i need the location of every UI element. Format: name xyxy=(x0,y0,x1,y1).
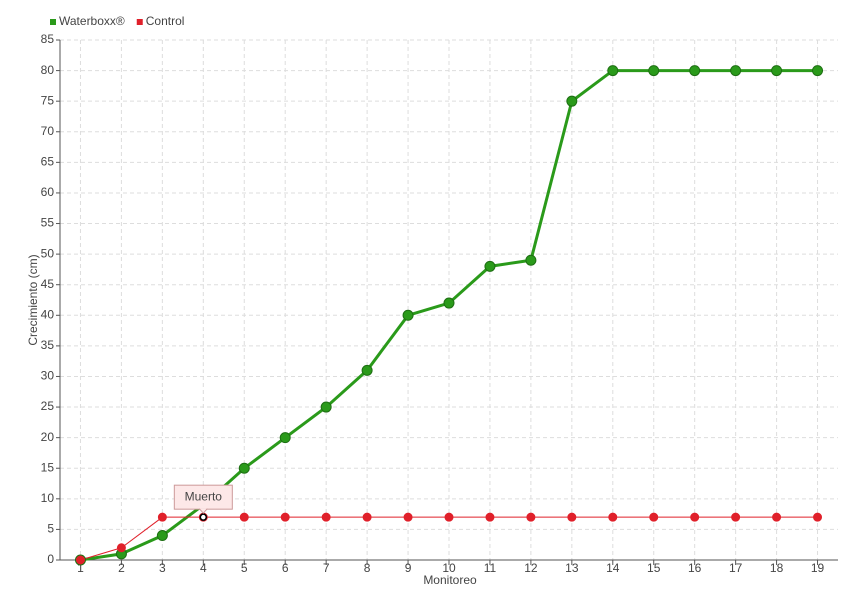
y-tick-label: 20 xyxy=(41,430,55,444)
legend-swatch xyxy=(136,19,143,25)
x-tick-label: 3 xyxy=(159,561,166,575)
y-tick-label: 35 xyxy=(41,338,55,352)
y-tick-label: 50 xyxy=(41,246,55,260)
x-tick-label: 15 xyxy=(647,561,661,575)
x-tick-label: 18 xyxy=(770,561,784,575)
data-point xyxy=(771,65,783,77)
annotation-box xyxy=(173,484,233,510)
x-tick-label: 17 xyxy=(729,561,743,575)
x-tick-label: 7 xyxy=(323,561,330,575)
y-tick-label: 15 xyxy=(41,460,55,474)
y-tick-label: 10 xyxy=(41,491,55,505)
x-tick-label: 10 xyxy=(442,561,456,575)
data-point xyxy=(443,297,455,309)
x-tick-label: 6 xyxy=(282,561,289,575)
data-point xyxy=(607,65,619,77)
y-tick-label: 40 xyxy=(41,307,55,321)
y-tick-label: 45 xyxy=(41,277,55,291)
data-point xyxy=(526,512,536,522)
data-point xyxy=(731,512,741,522)
annotation-marker xyxy=(199,513,208,521)
x-tick-label: 4 xyxy=(200,561,207,575)
x-tick-label: 8 xyxy=(364,561,371,575)
y-tick-label: 65 xyxy=(41,155,55,169)
data-point xyxy=(772,512,782,522)
data-point xyxy=(116,543,126,553)
x-tick-label: 13 xyxy=(565,561,579,575)
data-point xyxy=(157,512,167,522)
annotation-pointer xyxy=(198,508,208,514)
data-point xyxy=(689,65,701,77)
data-point xyxy=(361,364,373,376)
data-point xyxy=(484,260,496,272)
x-tick-label: 1 xyxy=(77,561,84,575)
data-point xyxy=(567,512,577,522)
data-point xyxy=(280,512,290,522)
y-tick-label: 70 xyxy=(41,124,55,138)
y-tick-label: 80 xyxy=(41,63,55,77)
x-tick-label: 12 xyxy=(524,561,538,575)
x-tick-label: 2 xyxy=(118,561,125,575)
data-point xyxy=(608,512,618,522)
data-point xyxy=(320,401,332,413)
data-point xyxy=(239,512,249,522)
annotation-text: Muerto xyxy=(185,489,223,503)
legend-swatch xyxy=(50,19,56,25)
data-point xyxy=(362,512,372,522)
data-point xyxy=(75,555,85,565)
y-axis-label: Crecimiento (cm) xyxy=(26,254,40,345)
data-point xyxy=(485,512,495,522)
x-tick-label: 19 xyxy=(811,561,825,575)
y-tick-label: 5 xyxy=(47,522,54,536)
y-tick-label: 85 xyxy=(41,32,55,46)
x-tick-label: 11 xyxy=(484,561,497,575)
x-tick-label: 5 xyxy=(241,561,248,575)
data-point xyxy=(402,309,414,321)
data-point xyxy=(403,512,413,522)
y-tick-label: 25 xyxy=(41,399,55,413)
x-tick-label: 9 xyxy=(405,561,412,575)
data-point xyxy=(649,512,659,522)
data-point xyxy=(648,65,660,77)
data-point xyxy=(238,462,250,474)
x-axis-label: Monitoreo xyxy=(423,573,477,587)
data-point xyxy=(279,432,291,444)
y-tick-label: 55 xyxy=(41,216,55,230)
data-point xyxy=(156,530,168,542)
legend-label: Control xyxy=(146,14,185,28)
y-tick-label: 0 xyxy=(47,552,54,566)
x-tick-label: 16 xyxy=(688,561,702,575)
data-point xyxy=(813,512,823,522)
y-tick-label: 30 xyxy=(41,369,55,383)
data-point xyxy=(525,254,537,266)
x-tick-label: 14 xyxy=(606,561,620,575)
y-tick-label: 60 xyxy=(41,185,55,199)
data-point xyxy=(321,512,331,522)
y-tick-label: 75 xyxy=(41,93,55,107)
data-point xyxy=(730,65,742,77)
data-point xyxy=(812,65,824,77)
data-point xyxy=(690,512,700,522)
legend-label: Waterboxx® xyxy=(59,14,125,28)
data-point xyxy=(566,95,578,107)
data-point xyxy=(444,512,454,522)
